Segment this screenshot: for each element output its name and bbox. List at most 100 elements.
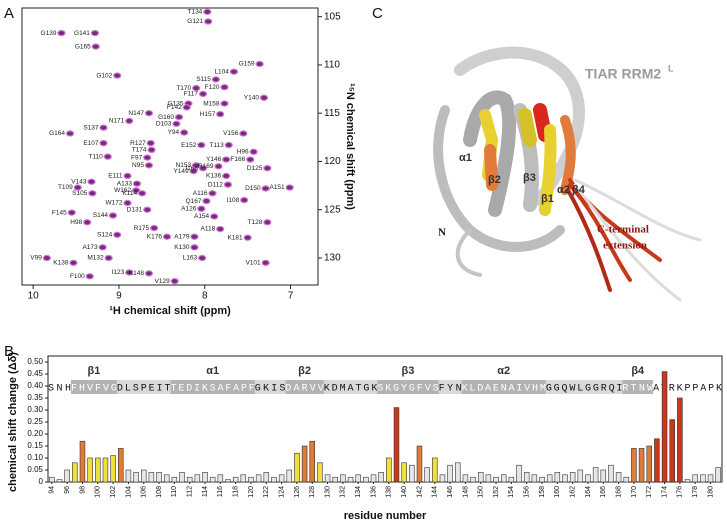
x-tick-label: 162 <box>569 486 576 498</box>
x-tick-label: 100 <box>95 486 102 498</box>
bar <box>140 469 147 483</box>
bar <box>554 472 561 483</box>
bar <box>493 476 499 483</box>
bar <box>332 476 338 483</box>
bar <box>539 476 545 483</box>
peak-label: G102 <box>96 72 112 79</box>
ss-label: β4 <box>572 184 586 196</box>
peak <box>123 172 132 180</box>
x-tick-label: 156 <box>524 486 531 498</box>
ss-label: β2 <box>488 174 501 186</box>
y-tick-label: 105 <box>324 11 341 22</box>
y-tick-label: 110 <box>324 60 340 71</box>
peak-label: F145 <box>52 209 67 216</box>
bar <box>646 445 652 483</box>
y-tick-label: 125 <box>324 204 341 215</box>
peak <box>261 259 270 267</box>
peak <box>259 94 269 101</box>
y-tick-label: 0.35 <box>27 393 43 402</box>
bar <box>240 474 247 483</box>
peak-label: M158 <box>203 100 220 107</box>
peak <box>229 68 239 75</box>
peak-label: K138 <box>53 260 69 267</box>
peak-label: K181 <box>227 234 243 241</box>
y-tick-label: 0.50 <box>27 357 43 366</box>
bar <box>623 476 630 483</box>
peak <box>172 120 181 128</box>
bar <box>95 457 101 483</box>
ribbon <box>455 228 482 277</box>
peak <box>170 277 179 285</box>
peak-label: F142 <box>167 104 182 111</box>
x-tick-label: 142 <box>416 486 423 498</box>
bar <box>439 474 446 483</box>
peak-label: R127 <box>130 140 146 147</box>
bar <box>531 474 538 483</box>
peak <box>210 213 219 220</box>
peak <box>104 254 113 262</box>
peak <box>98 244 107 251</box>
y-tick-label: 120 <box>324 156 341 167</box>
peak <box>132 180 142 187</box>
x-tick-label: 112 <box>187 486 194 497</box>
peak-label: T109 <box>58 184 73 191</box>
peak <box>189 167 198 175</box>
ss-label: β1 <box>541 193 554 205</box>
bar <box>56 479 63 483</box>
peak <box>216 225 225 233</box>
bar <box>286 469 293 483</box>
x-tick-label: 172 <box>646 486 653 498</box>
peak-label: R175 <box>134 225 150 232</box>
bar <box>661 371 668 483</box>
element-label: β2 <box>298 365 311 377</box>
peak-label: S115 <box>196 76 211 83</box>
bar <box>194 474 201 483</box>
peak <box>138 190 147 197</box>
element-box <box>377 380 439 394</box>
bar <box>432 457 438 483</box>
peak <box>144 110 154 117</box>
peak <box>113 72 122 79</box>
peak-label: G159 <box>239 61 255 68</box>
x-tick-label: 148 <box>462 486 469 498</box>
x-tick-label: 128 <box>309 486 316 498</box>
peak-label: G160 <box>158 114 174 121</box>
y-axis-title: chemical shift change (Δδ) <box>7 352 19 492</box>
peak-label: L163 <box>183 255 198 262</box>
peak <box>208 190 217 197</box>
panel-label: C <box>372 5 383 22</box>
peak <box>42 254 51 262</box>
peak <box>125 117 134 125</box>
x-tick-label: 158 <box>539 486 546 498</box>
peak <box>147 146 156 154</box>
bar <box>271 476 277 483</box>
panel-label: B <box>4 343 14 360</box>
peak <box>150 224 159 232</box>
peak <box>123 199 132 207</box>
peak-label: D103 <box>156 121 172 128</box>
y-tick-label: 0.30 <box>27 405 43 414</box>
bar <box>294 452 300 483</box>
ss-label: α2 <box>557 184 570 196</box>
peak <box>263 219 272 226</box>
element-box <box>461 380 546 394</box>
peak-label: S124 <box>97 232 113 239</box>
peak-label: Y94 <box>168 129 180 136</box>
ribbon <box>463 90 517 217</box>
peak-label: F166 <box>230 156 245 163</box>
element-label: β1 <box>88 365 101 377</box>
peak-label: E111 <box>108 173 123 180</box>
bar <box>378 472 384 483</box>
peak <box>67 209 76 216</box>
bar <box>569 472 576 483</box>
peak-label: M132 <box>87 255 104 262</box>
peak <box>239 130 248 137</box>
sequence-segment: SKGYGFVS <box>377 384 438 395</box>
x-tick-label: 164 <box>585 486 592 498</box>
bar <box>110 455 116 483</box>
bar <box>416 445 423 483</box>
x-axis-title: ¹H chemical shift (ppm) <box>109 305 231 317</box>
peak-label: F117 <box>184 91 199 98</box>
peak <box>144 162 154 169</box>
peak <box>202 197 211 205</box>
